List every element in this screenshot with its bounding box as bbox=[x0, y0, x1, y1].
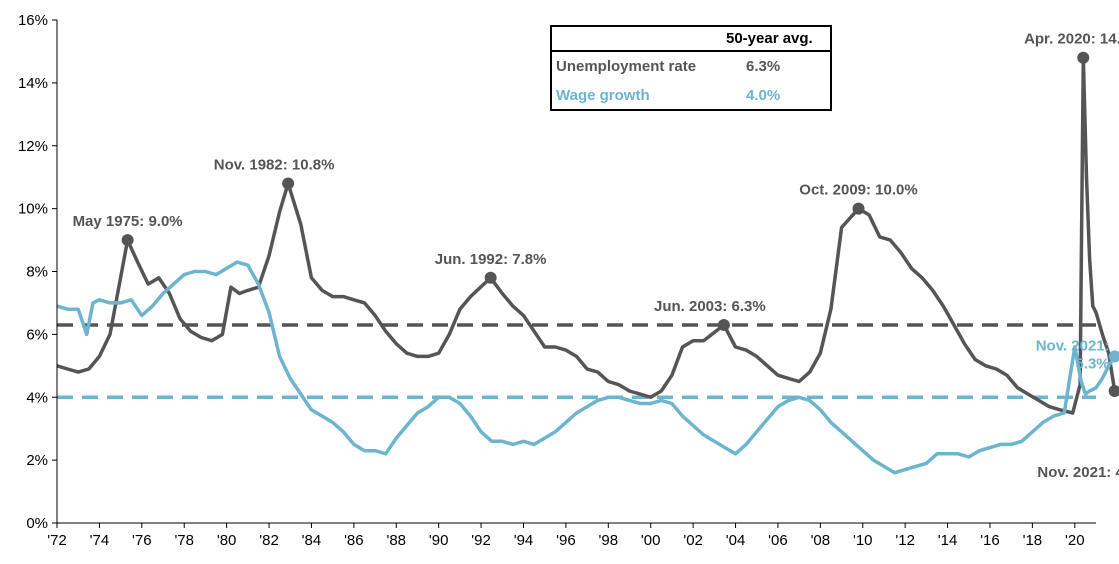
annotation-label: 5.3% bbox=[1075, 355, 1109, 372]
series-line-wage bbox=[56, 260, 1117, 475]
x-tick-label: '18 bbox=[1023, 532, 1043, 549]
y-tick-label: 10% bbox=[18, 201, 48, 218]
x-tick-label: '08 bbox=[811, 532, 831, 549]
x-tick-label: '82 bbox=[259, 532, 279, 549]
y-tick-label: 2% bbox=[26, 452, 48, 469]
annotation-marker bbox=[1108, 384, 1119, 397]
annotation-markers bbox=[121, 51, 1119, 397]
x-tick-label: '78 bbox=[174, 532, 194, 549]
annotation-label: Jun. 2003: 6.3% bbox=[654, 298, 766, 315]
x-tick-label: '74 bbox=[90, 532, 110, 549]
y-tick-label: 16% bbox=[18, 12, 48, 29]
x-tick-label: '94 bbox=[514, 532, 534, 549]
x-tick-label: '12 bbox=[895, 532, 915, 549]
annotation-marker bbox=[121, 234, 134, 247]
x-tick-label: '90 bbox=[429, 532, 449, 549]
x-tick-label: '06 bbox=[768, 532, 788, 549]
annotation-label: Nov. 2021: bbox=[1036, 337, 1110, 354]
annotation-marker bbox=[717, 318, 730, 331]
legend-row-value: 4.0% bbox=[746, 87, 781, 104]
x-tick-label: '76 bbox=[132, 532, 152, 549]
x-tick-label: '10 bbox=[853, 532, 873, 549]
annotation-label: Nov. 1982: 10.8% bbox=[214, 156, 335, 173]
legend-header-label: 50-year avg. bbox=[726, 30, 813, 47]
legend-header: 50-year avg. bbox=[552, 27, 830, 52]
x-tick-label: '84 bbox=[302, 532, 322, 549]
x-tick-label: '00 bbox=[641, 532, 661, 549]
x-axis-ticks: '72 '74 '76 '78 '80 '82 '84 '86 '88 '90 '92 '94 '96 '… bbox=[47, 523, 1085, 549]
series-line-unemployment bbox=[56, 55, 1117, 415]
annotation-marker bbox=[1108, 350, 1119, 363]
x-tick-label: '04 bbox=[726, 532, 746, 549]
annotation-marker bbox=[484, 271, 497, 284]
legend-row-unemployment: Unemployment rate 6.3% bbox=[552, 52, 830, 81]
x-tick-label: '88 bbox=[386, 532, 406, 549]
annotation-label: Oct. 2009: 10.0% bbox=[799, 182, 917, 199]
x-tick-label: '86 bbox=[344, 532, 364, 549]
series-lines bbox=[56, 55, 1117, 475]
y-tick-label: 0% bbox=[26, 515, 48, 532]
legend-row-name: Wage growth bbox=[556, 87, 650, 104]
annotation-marker bbox=[852, 202, 865, 215]
x-tick-label: '02 bbox=[683, 532, 703, 549]
annotation-label: Jun. 1992: 7.8% bbox=[435, 251, 547, 268]
y-tick-label: 8% bbox=[26, 264, 48, 281]
x-tick-label: '92 bbox=[471, 532, 491, 549]
y-tick-label: 6% bbox=[26, 326, 48, 343]
x-tick-label: '72 bbox=[47, 532, 67, 549]
average-lines bbox=[57, 323, 1096, 399]
legend-row-name: Unemployment rate bbox=[556, 58, 697, 75]
legend-table: 50-year avg. Unemployment rate 6.3% Wage… bbox=[550, 25, 832, 111]
y-tick-label: 4% bbox=[26, 389, 48, 406]
y-tick-label: 12% bbox=[18, 138, 48, 155]
legend-row-value: 6.3% bbox=[746, 58, 781, 75]
x-tick-label: '98 bbox=[599, 532, 619, 549]
y-tick-label: 14% bbox=[18, 75, 48, 92]
x-tick-label: '80 bbox=[217, 532, 237, 549]
annotation-label: May 1975: 9.0% bbox=[73, 213, 183, 230]
x-tick-label: '16 bbox=[980, 532, 1000, 549]
annotation-label: Apr. 2020: 14.8% bbox=[1024, 31, 1119, 48]
x-tick-label: '20 bbox=[1065, 532, 1085, 549]
annotations: May 1975: 9.0% Nov. 1982: 10.8% Jun. 1992:… bbox=[73, 31, 1119, 481]
annotation-marker bbox=[1077, 51, 1090, 64]
x-tick-label: '14 bbox=[938, 532, 958, 549]
y-axis-ticks: 0% 2% 4% 6% 8% 10% 12% 14% 16% bbox=[18, 12, 57, 532]
x-tick-label: '96 bbox=[556, 532, 576, 549]
annotation-label: Nov. 2021: 4.2% bbox=[1037, 464, 1119, 481]
annotation-marker bbox=[282, 177, 295, 190]
legend-row-wage: Wage growth 4.0% bbox=[552, 81, 830, 110]
